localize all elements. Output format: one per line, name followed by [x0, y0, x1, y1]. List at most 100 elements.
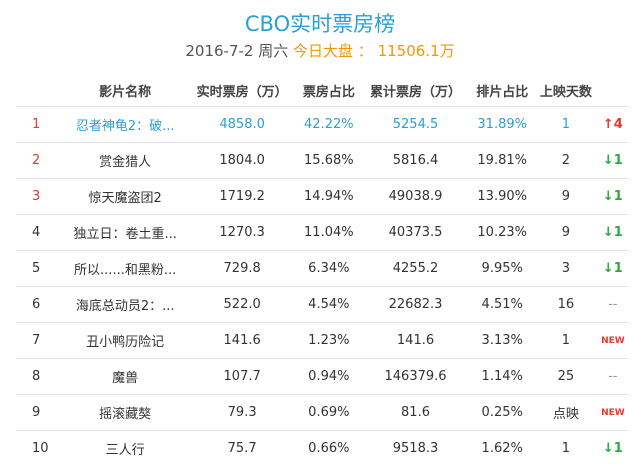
total-box-office: 4255.2	[361, 251, 471, 287]
rank: 7	[16, 323, 63, 359]
days-showing: 1	[534, 107, 598, 143]
screening-share: 1.62%	[470, 431, 534, 466]
page: CBO实时票房榜 2016-7-2 周六 今日大盘 ： 11506.1万 影片名…	[0, 0, 640, 455]
title: CBO实时票房榜	[0, 8, 640, 38]
trend: ↑4	[598, 107, 628, 143]
column-header	[16, 74, 63, 107]
rank: 2	[16, 143, 63, 179]
movie-name: 三人行	[63, 431, 187, 466]
realtime-box-office: 75.7	[187, 431, 297, 466]
days-showing: 9	[534, 215, 598, 251]
screening-share: 10.23%	[470, 215, 534, 251]
box-office-share: 1.23%	[297, 323, 361, 359]
box-office-share: 42.22%	[297, 107, 361, 143]
realtime-box-office: 4858.0	[187, 107, 297, 143]
movie-name: 忍者神龟2：破...	[63, 107, 187, 143]
total-box-office: 9518.3	[361, 431, 471, 466]
rank: 8	[16, 359, 63, 395]
movie-name: 魔兽	[63, 359, 187, 395]
trend: ↓1	[598, 215, 628, 251]
trend: --	[598, 287, 628, 323]
column-header: 实时票房（万）	[187, 74, 297, 107]
screening-share: 19.81%	[470, 143, 534, 179]
box-office-share: 0.69%	[297, 395, 361, 431]
realtime-box-office: 79.3	[187, 395, 297, 431]
screening-share: 4.51%	[470, 287, 534, 323]
realtime-box-office: 522.0	[187, 287, 297, 323]
rank: 9	[16, 395, 63, 431]
total-value: 11506.1万	[378, 42, 455, 60]
rank: 5	[16, 251, 63, 287]
screening-share: 0.25%	[470, 395, 534, 431]
screening-share: 3.13%	[470, 323, 534, 359]
movie-name: 所以......和黑粉...	[63, 251, 187, 287]
date: 2016-7-2 周六	[185, 42, 288, 60]
days-showing: 9	[534, 179, 598, 215]
total-box-office: 40373.5	[361, 215, 471, 251]
realtime-box-office: 1719.2	[187, 179, 297, 215]
total-box-office: 81.6	[361, 395, 471, 431]
column-header: 累计票房（万）	[361, 74, 471, 107]
box-office-share: 0.66%	[297, 431, 361, 466]
trend: ↓1	[598, 431, 628, 466]
box-office-share: 6.34%	[297, 251, 361, 287]
column-header	[598, 74, 628, 107]
realtime-box-office: 107.7	[187, 359, 297, 395]
screening-share: 1.14%	[470, 359, 534, 395]
column-header: 影片名称	[63, 74, 187, 107]
total-box-office: 22682.3	[361, 287, 471, 323]
movie-name: 丑小鸭历险记	[63, 323, 187, 359]
days-showing: 点映	[534, 395, 598, 431]
rank: 10	[16, 431, 63, 466]
rank: 3	[16, 179, 63, 215]
movie-name: 独立日：卷土重...	[63, 215, 187, 251]
screening-share: 9.95%	[470, 251, 534, 287]
total-box-office: 141.6	[361, 323, 471, 359]
trend: ↓1	[598, 143, 628, 179]
box-office-share: 14.94%	[297, 179, 361, 215]
header-row: 影片名称实时票房（万）票房占比累计票房（万）排片占比上映天数	[16, 74, 628, 107]
trend: ↓1	[598, 179, 628, 215]
days-showing: 25	[534, 359, 598, 395]
days-showing: 2	[534, 143, 598, 179]
movie-name: 赏金猎人	[63, 143, 187, 179]
days-showing: 16	[534, 287, 598, 323]
screening-share: 31.89%	[470, 107, 534, 143]
trend: ↓1	[598, 251, 628, 287]
trend: NEW	[598, 395, 628, 431]
box-office-share: 4.54%	[297, 287, 361, 323]
days-showing: 3	[534, 251, 598, 287]
realtime-box-office: 141.6	[187, 323, 297, 359]
box-office-share: 11.04%	[297, 215, 361, 251]
rank: 4	[16, 215, 63, 251]
rank: 1	[16, 107, 63, 143]
trend: NEW	[598, 323, 628, 359]
total-box-office: 146379.6	[361, 359, 471, 395]
box-office-share: 15.68%	[297, 143, 361, 179]
days-showing: 1	[534, 323, 598, 359]
subtitle: 2016-7-2 周六 今日大盘 ： 11506.1万	[0, 40, 640, 61]
movie-name: 海底总动员2：...	[63, 287, 187, 323]
days-showing: 1	[534, 431, 598, 466]
screening-share: 13.90%	[470, 179, 534, 215]
column-header: 排片占比	[470, 74, 534, 107]
realtime-box-office: 1804.0	[187, 143, 297, 179]
box-office-share: 0.94%	[297, 359, 361, 395]
trend: --	[598, 359, 628, 395]
movie-name: 惊天魔盗团2	[63, 179, 187, 215]
rank: 6	[16, 287, 63, 323]
total-label: 今日大盘 ：	[293, 42, 373, 60]
realtime-box-office: 729.8	[187, 251, 297, 287]
movie-name: 摇滚藏獒	[63, 395, 187, 431]
total-box-office: 5816.4	[361, 143, 471, 179]
